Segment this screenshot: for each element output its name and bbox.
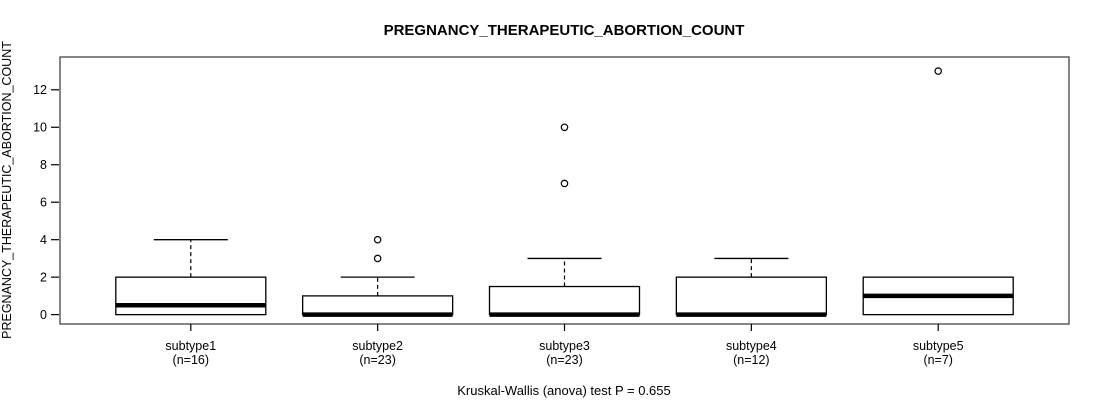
outlier-subtype3-10 (560, 123, 569, 132)
x-axis-label-subtype1: subtype1 (165, 339, 216, 353)
x-axis-sublabel-subtype3: (n=23) (546, 353, 582, 367)
box-subtype1 (115, 276, 267, 316)
outlier-subtype3-7 (560, 179, 569, 188)
x-axis-sublabel-subtype4: (n=12) (733, 353, 769, 367)
outlier-subtype2-3 (373, 254, 382, 263)
x-axis-label-subtype4: subtype4 (726, 339, 777, 353)
y-tick-label: 12 (33, 83, 47, 97)
x-axis-label-subtype2: subtype2 (352, 339, 403, 353)
x-axis-sublabel-subtype5: (n=7) (923, 353, 953, 367)
chart-title: PREGNANCY_THERAPEUTIC_ABORTION_COUNT (384, 22, 745, 39)
y-tick-label: 4 (40, 233, 47, 247)
y-tick-label: 6 (40, 196, 47, 210)
box-subtype2 (301, 295, 454, 316)
x-axis-label-subtype5: subtype5 (913, 339, 964, 353)
y-tick-label: 0 (40, 308, 47, 322)
plot-content: 024681012subtype1(n=16)subtype2(n=23)sub… (33, 67, 1014, 367)
y-tick-label: 2 (40, 270, 47, 284)
stat-test-caption: Kruskal-Wallis (anova) test P = 0.655 (457, 383, 671, 398)
outlier-subtype5-13 (934, 67, 943, 75)
box-subtype3 (488, 285, 641, 316)
x-axis-sublabel-subtype2: (n=23) (359, 353, 395, 367)
y-axis-label: PREGNANCY_THERAPEUTIC_ABORTION_COUNT (0, 41, 14, 339)
y-tick-label: 8 (40, 158, 47, 172)
x-axis-sublabel-subtype1: (n=16) (173, 353, 209, 367)
box-subtype4 (675, 276, 828, 316)
y-tick-label: 10 (33, 121, 47, 135)
x-axis-label-subtype3: subtype3 (539, 339, 590, 353)
outlier-subtype2-4 (373, 235, 382, 244)
